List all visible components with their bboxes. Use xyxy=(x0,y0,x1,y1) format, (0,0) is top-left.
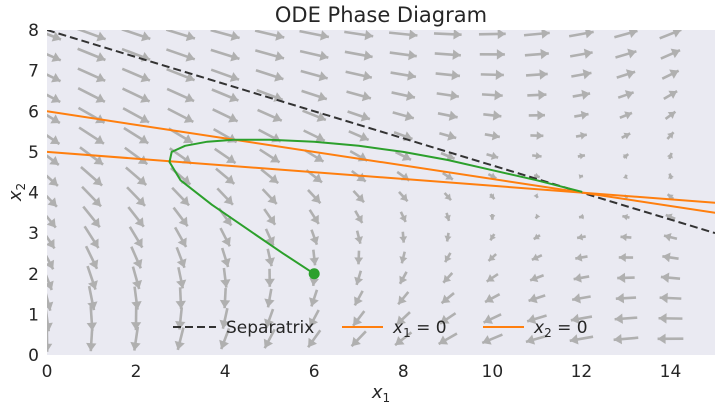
chart-title: ODE Phase Diagram xyxy=(275,3,487,27)
trajectory-start-point xyxy=(309,268,320,279)
y-tick-label: 7 xyxy=(28,62,39,82)
start-marker-group xyxy=(309,268,320,279)
x-tick-label: 2 xyxy=(131,362,142,382)
x-tick-label: 4 xyxy=(220,362,231,382)
y-tick-label: 3 xyxy=(28,224,39,244)
legend-label-x1-nullcline: x1 = 0 xyxy=(392,318,447,340)
x-tick-label: 12 xyxy=(571,362,593,382)
y-axis-label: x2 xyxy=(5,183,28,202)
y-tick-label: 5 xyxy=(28,143,39,163)
x-tick-label: 0 xyxy=(42,362,53,382)
y-tick-label: 8 xyxy=(28,21,39,41)
x-axis-label: x1 xyxy=(371,382,390,405)
y-tick-label: 0 xyxy=(28,346,39,366)
x-tick-label: 6 xyxy=(309,362,320,382)
y-tick-label: 1 xyxy=(28,305,39,325)
y-tick-label: 2 xyxy=(28,265,39,285)
x-tick-label: 14 xyxy=(660,362,682,382)
y-tick-label: 4 xyxy=(28,184,39,204)
y-tick-labels: 0 1 2 3 4 5 6 7 8 xyxy=(28,21,39,366)
x-tick-label: 10 xyxy=(482,362,504,382)
legend-label-separatrix: Separatrix xyxy=(226,318,314,338)
x-tick-label: 8 xyxy=(398,362,409,382)
y-tick-label: 6 xyxy=(28,102,39,122)
x-tick-labels: 0 2 4 6 8 10 12 14 xyxy=(42,362,682,382)
legend-label-x2-nullcline: x2 = 0 xyxy=(533,318,588,340)
